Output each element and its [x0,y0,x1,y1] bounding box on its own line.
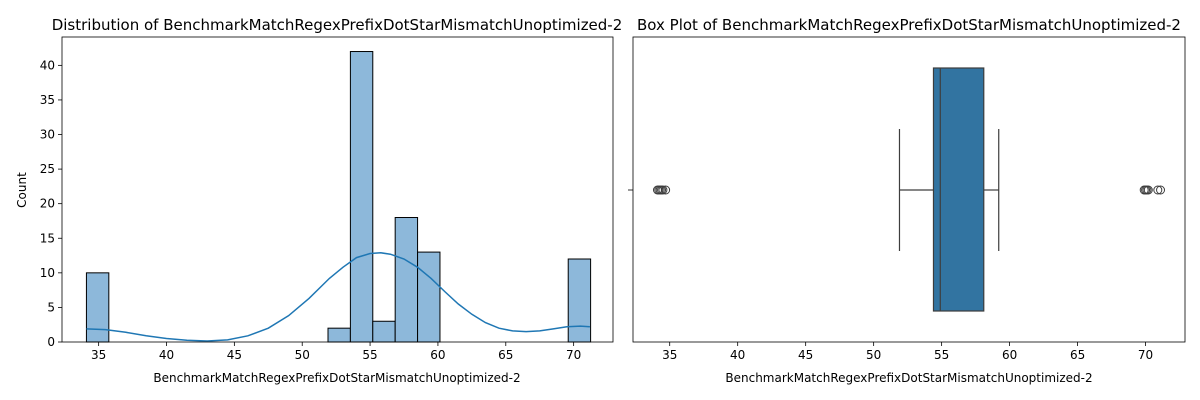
x-tick-label: 65 [498,348,513,362]
boxplot-title: Box Plot of BenchmarkMatchRegexPrefixDot… [637,16,1181,34]
x-tick-label: 55 [934,348,949,362]
y-tick-label: 25 [40,162,55,176]
histogram-bar [372,320,396,343]
outlier-point [1153,185,1163,195]
x-tick-label: 45 [798,348,813,362]
y-tick-label: 15 [40,231,55,245]
y-tick-label: 0 [47,335,55,349]
iqr-box [932,67,985,312]
boxplot-x-ticks: 35 40 45 50 55 60 65 70 [662,342,1153,362]
x-tick-label: 50 [295,348,310,362]
histogram-bar [567,258,592,343]
x-tick-label: 35 [91,348,106,362]
x-tick-label: 60 [1002,348,1017,362]
boxplot-marks [652,67,1166,312]
histogram-bar [394,217,419,343]
histogram-y-label: Count [15,172,29,208]
y-tick-label: 10 [40,266,55,280]
y-tick-label: 20 [40,197,55,211]
x-tick-label: 60 [430,348,445,362]
boxplot-panel: Box Plot of BenchmarkMatchRegexPrefixDot… [628,16,1186,385]
x-tick-label: 40 [159,348,174,362]
x-tick-label: 70 [1138,348,1153,362]
boxplot-x-label: BenchmarkMatchRegexPrefixDotStarMismatch… [725,371,1092,385]
histogram-x-label: BenchmarkMatchRegexPrefixDotStarMismatch… [153,371,520,385]
y-tick-label: 35 [40,93,55,107]
histogram-axes-frame [61,36,614,343]
x-tick-label: 50 [866,348,881,362]
outlier-point [658,185,668,195]
histogram-bar [349,51,374,343]
x-tick-label: 40 [730,348,745,362]
histogram-panel: Distribution of BenchmarkMatchRegexPrefi… [15,16,622,385]
outlier-point [1156,185,1166,195]
outlier-point [661,185,671,195]
x-tick-label: 45 [227,348,242,362]
x-tick-label: 35 [662,348,677,362]
histogram-y-ticks: 0 5 10 15 20 25 30 35 40 [40,58,62,349]
histogram-bar [327,327,351,343]
histogram-title: Distribution of BenchmarkMatchRegexPrefi… [52,16,623,34]
y-tick-label: 5 [47,300,55,314]
histogram-x-ticks: 35 40 45 50 55 60 65 70 [91,342,581,362]
x-tick-label: 65 [1070,348,1085,362]
histogram-bar [85,272,110,343]
kde-curve [86,252,590,342]
x-tick-label: 55 [362,348,377,362]
y-tick-label: 40 [40,58,55,72]
y-tick-label: 30 [40,128,55,142]
x-tick-label: 70 [566,348,581,362]
histogram-bars [85,51,592,343]
outlier-point [1143,185,1153,195]
histogram-bar [417,251,441,343]
boxplot-axes-frame [632,36,1186,343]
